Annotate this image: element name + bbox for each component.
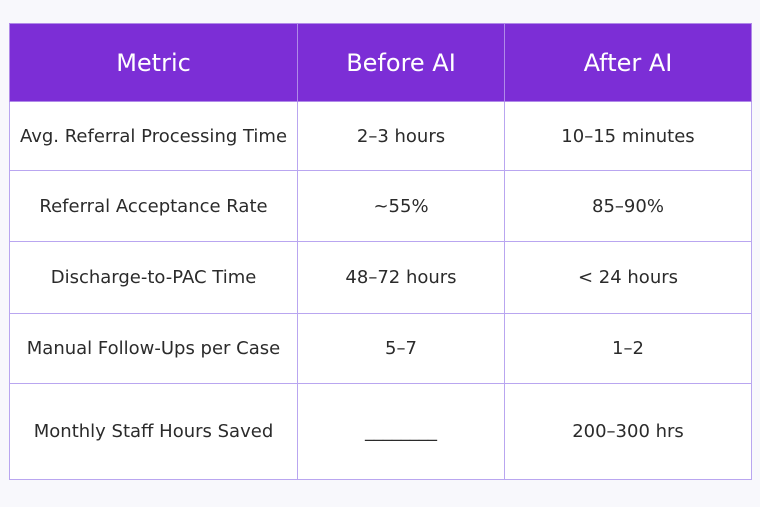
before-ai-cell: ~55% (297, 170, 505, 242)
table-row: Monthly Staff Hours Saved ________ 200–3… (9, 383, 752, 480)
before-ai-cell: 48–72 hours (297, 241, 505, 314)
table-header: Metric Before AI After AI (9, 23, 752, 102)
after-ai-cell: 1–2 (504, 313, 752, 384)
header-before-ai: Before AI (297, 23, 505, 102)
after-ai-cell: < 24 hours (504, 241, 752, 314)
table-row: Manual Follow-Ups per Case 5–7 1–2 (9, 313, 752, 384)
after-ai-cell: 85–90% (504, 170, 752, 242)
comparison-table-container: Metric Before AI After AI Avg. Referral … (9, 23, 752, 480)
before-ai-cell: 2–3 hours (297, 101, 505, 171)
after-ai-cell: 200–300 hrs (504, 383, 752, 480)
metric-cell: Monthly Staff Hours Saved (9, 383, 298, 480)
header-row: Metric Before AI After AI (9, 23, 752, 102)
before-ai-cell: ________ (297, 383, 505, 480)
table-row: Avg. Referral Processing Time 2–3 hours … (9, 101, 752, 171)
after-ai-cell: 10–15 minutes (504, 101, 752, 171)
header-metric: Metric (9, 23, 298, 102)
before-after-comparison-table: Metric Before AI After AI Avg. Referral … (9, 23, 752, 480)
metric-cell: Avg. Referral Processing Time (9, 101, 298, 171)
table-body: Avg. Referral Processing Time 2–3 hours … (9, 101, 752, 480)
table-row: Discharge-to-PAC Time 48–72 hours < 24 h… (9, 241, 752, 314)
metric-cell: Discharge-to-PAC Time (9, 241, 298, 314)
table-row: Referral Acceptance Rate ~55% 85–90% (9, 170, 752, 242)
metric-cell: Referral Acceptance Rate (9, 170, 298, 242)
before-ai-cell: 5–7 (297, 313, 505, 384)
header-after-ai: After AI (504, 23, 752, 102)
metric-cell: Manual Follow-Ups per Case (9, 313, 298, 384)
